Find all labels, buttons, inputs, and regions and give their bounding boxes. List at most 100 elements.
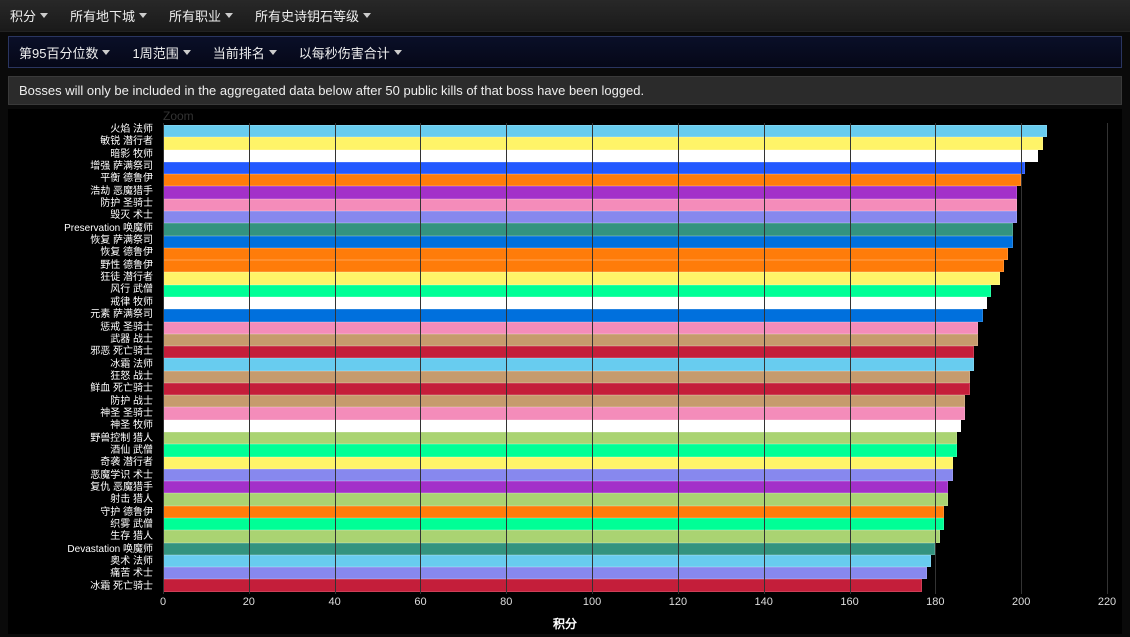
dropdown-label: 所有史诗钥石等级 — [255, 6, 359, 25]
grid-line — [592, 123, 593, 594]
y-label: 狂怒 战士 — [8, 372, 158, 382]
grid-line — [1107, 123, 1108, 594]
bar[interactable] — [163, 309, 983, 321]
dropdown-label: 所有职业 — [169, 6, 221, 25]
bar-row — [163, 150, 1107, 162]
bar[interactable] — [163, 407, 965, 419]
dropdown-label: 当前排名 — [213, 43, 265, 62]
bar-row — [163, 493, 1107, 505]
grid-line — [249, 123, 250, 594]
bar[interactable] — [163, 358, 974, 370]
bar-row — [163, 309, 1107, 321]
x-tick-label: 60 — [414, 596, 426, 608]
x-tick-label: 80 — [500, 596, 512, 608]
bar-row — [163, 236, 1107, 248]
y-label: 织雾 武僧 — [8, 520, 158, 530]
y-label: 武器 战士 — [8, 335, 158, 345]
filter-secondary-2[interactable]: 当前排名 — [213, 43, 277, 62]
y-label: Preservation 唤魔师 — [8, 224, 158, 234]
bar-row — [163, 555, 1107, 567]
filter-primary-3[interactable]: 所有史诗钥石等级 — [255, 6, 371, 25]
bar-row — [163, 432, 1107, 444]
x-tick-label: 100 — [583, 596, 601, 608]
dropdown-label: 积分 — [10, 6, 36, 25]
bar-row — [163, 297, 1107, 309]
bar[interactable] — [163, 346, 974, 358]
bar-row — [163, 543, 1107, 555]
grid-line — [1021, 123, 1022, 594]
bar-row — [163, 407, 1107, 419]
chevron-down-icon — [40, 13, 48, 18]
x-tick-label: 40 — [329, 596, 341, 608]
y-label: 神圣 牧师 — [8, 421, 158, 431]
bar[interactable] — [163, 555, 931, 567]
filter-secondary-0[interactable]: 第95百分位数 — [19, 43, 110, 62]
bar[interactable] — [163, 420, 961, 432]
bar-row — [163, 530, 1107, 542]
bar[interactable] — [163, 457, 953, 469]
bar[interactable] — [163, 285, 991, 297]
chevron-down-icon — [225, 13, 233, 18]
bar[interactable] — [163, 432, 957, 444]
bar[interactable] — [163, 493, 948, 505]
bar[interactable] — [163, 395, 965, 407]
bar-row — [163, 457, 1107, 469]
bar[interactable] — [163, 469, 953, 481]
bar[interactable] — [163, 272, 1000, 284]
bar[interactable] — [163, 186, 1017, 198]
bar[interactable] — [163, 162, 1025, 174]
bar[interactable] — [163, 150, 1038, 162]
bar-row — [163, 334, 1107, 346]
bar[interactable] — [163, 199, 1017, 211]
bar[interactable] — [163, 236, 1013, 248]
bar[interactable] — [163, 248, 1008, 260]
bar[interactable] — [163, 125, 1047, 137]
bar[interactable] — [163, 260, 1004, 272]
bar-row — [163, 469, 1107, 481]
y-label: 冰霜 死亡骑士 — [8, 582, 158, 592]
y-label: 惩戒 圣骑士 — [8, 323, 158, 333]
bar-row — [163, 125, 1107, 137]
filter-secondary-3[interactable]: 以每秒伤害合计 — [299, 43, 402, 62]
grid-line — [850, 123, 851, 594]
bar-row — [163, 444, 1107, 456]
bar[interactable] — [163, 518, 944, 530]
bar[interactable] — [163, 579, 922, 591]
bar[interactable] — [163, 481, 948, 493]
y-label: 戒律 牧师 — [8, 298, 158, 308]
bar[interactable] — [163, 322, 978, 334]
chevron-down-icon — [139, 13, 147, 18]
grid-line — [163, 123, 164, 594]
y-label: 复仇 恶魔猎手 — [8, 483, 158, 493]
y-label: 酒仙 武僧 — [8, 446, 158, 456]
bar-row — [163, 346, 1107, 358]
bar[interactable] — [163, 506, 944, 518]
filter-primary-0[interactable]: 积分 — [10, 6, 48, 25]
bar[interactable] — [163, 211, 1017, 223]
y-label: 风行 武僧 — [8, 285, 158, 295]
bar[interactable] — [163, 567, 927, 579]
filter-secondary-1[interactable]: 1周范围 — [132, 43, 190, 62]
bar-row — [163, 211, 1107, 223]
bar[interactable] — [163, 334, 978, 346]
y-axis-labels: 火焰 法师敏锐 潜行者暗影 牧师增强 萨满祭司平衡 德鲁伊浩劫 恶魔猎手防护 圣… — [8, 125, 158, 592]
dropdown-label: 第95百分位数 — [19, 43, 98, 62]
y-label: 射击 猎人 — [8, 495, 158, 505]
y-label: 火焰 法师 — [8, 125, 158, 135]
spec-score-chart: Zoom 火焰 法师敏锐 潜行者暗影 牧师增强 萨满祭司平衡 德鲁伊浩劫 恶魔猎… — [8, 109, 1122, 634]
x-tick-label: 140 — [755, 596, 773, 608]
y-label: 防护 圣骑士 — [8, 199, 158, 209]
bar[interactable] — [163, 530, 940, 542]
bar[interactable] — [163, 444, 957, 456]
filter-primary-1[interactable]: 所有地下城 — [70, 6, 147, 25]
bar[interactable] — [163, 543, 935, 555]
bar-row — [163, 371, 1107, 383]
bar-row — [163, 174, 1107, 186]
filter-primary-2[interactable]: 所有职业 — [169, 6, 233, 25]
bar[interactable] — [163, 137, 1043, 149]
bar-row — [163, 518, 1107, 530]
bar-row — [163, 260, 1107, 272]
y-label: 邪恶 死亡骑士 — [8, 347, 158, 357]
bar[interactable] — [163, 223, 1013, 235]
bar[interactable] — [163, 297, 987, 309]
